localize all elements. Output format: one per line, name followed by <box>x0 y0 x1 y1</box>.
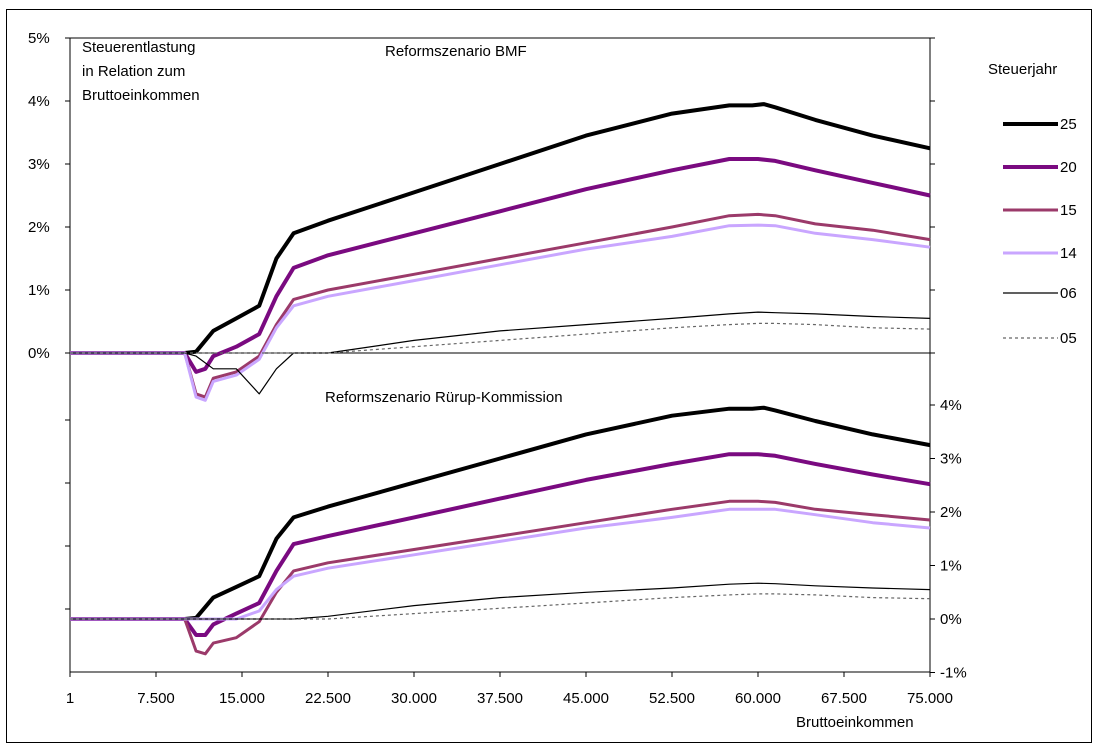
y-tick-label-top: 1% <box>28 282 50 299</box>
y-tick-label-top: 2% <box>28 219 50 236</box>
x-axis-label: Bruttoeinkommen <box>796 714 914 731</box>
series-line-bottom-20 <box>70 454 930 635</box>
y-tick-label-top: 0% <box>28 345 50 362</box>
x-tick-label: 60.000 <box>735 690 781 707</box>
y-axis-label-line: Bruttoeinkommen <box>82 87 200 104</box>
text-layer: Steuerentlastung in Relation zum Bruttoe… <box>28 30 1077 731</box>
x-tick-label: 1 <box>66 690 74 707</box>
x-tick-label: 75.000 <box>907 690 953 707</box>
series-line-top-14 <box>70 225 930 400</box>
x-tick-label: 7.500 <box>137 690 175 707</box>
y-axis-label-line: Steuerentlastung <box>82 39 195 56</box>
y-tick-label-bottom: -1% <box>940 665 967 682</box>
y-tick-label-top: 3% <box>28 156 50 173</box>
legend-label: 05 <box>1060 330 1077 347</box>
y-tick-label-bottom: 2% <box>940 504 962 521</box>
x-tick-label: 30.000 <box>391 690 437 707</box>
legend-label: 06 <box>1060 285 1077 302</box>
legend-label: 15 <box>1060 202 1077 219</box>
y-tick-label-top: 4% <box>28 93 50 110</box>
chart-title-top: Reformszenario BMF <box>385 43 527 60</box>
x-tick-label: 15.000 <box>219 690 265 707</box>
series-line-bottom-15 <box>70 501 930 654</box>
x-tick-label: 37.500 <box>477 690 523 707</box>
x-tick-label: 52.500 <box>649 690 695 707</box>
legend-label: 20 <box>1060 159 1077 176</box>
legend-title: Steuerjahr <box>988 61 1057 78</box>
series-line-top-25 <box>70 104 930 353</box>
series-line-bottom-14 <box>70 509 930 619</box>
legend-label: 14 <box>1060 245 1077 262</box>
series-layer <box>70 104 930 654</box>
x-tick-label: 67.500 <box>821 690 867 707</box>
y-axis-label-line: in Relation zum <box>82 63 185 80</box>
x-tick-label: 45.000 <box>563 690 609 707</box>
chart-title-bottom: Reformszenario Rürup-Kommission <box>325 389 563 406</box>
legend-label: 25 <box>1060 116 1077 133</box>
y-tick-label-top: 5% <box>28 30 50 47</box>
plot-area <box>70 38 930 672</box>
y-tick-label-bottom: 0% <box>940 611 962 628</box>
y-tick-label-bottom: 3% <box>940 451 962 468</box>
y-tick-label-bottom: 4% <box>940 397 962 414</box>
y-tick-label-bottom: 1% <box>940 558 962 575</box>
x-tick-label: 22.500 <box>305 690 351 707</box>
